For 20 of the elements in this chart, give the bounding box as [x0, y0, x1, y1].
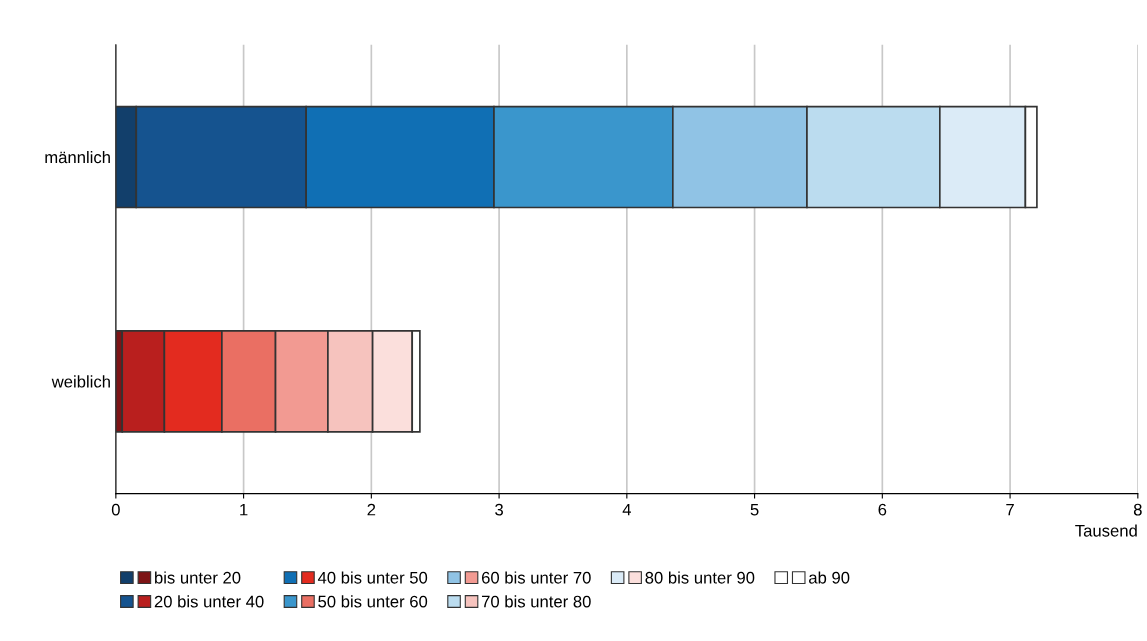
legend-label: 50 bis unter 60: [318, 595, 428, 608]
x-axis-title: Tausend: [1075, 524, 1137, 537]
x-tick-label: 3: [495, 503, 503, 516]
x-tick-label: 0: [111, 503, 120, 516]
x-tick-label: 1: [240, 503, 248, 516]
x-tick-label: 6: [878, 503, 887, 516]
legend-label: 70 bis unter 80: [481, 595, 591, 608]
legend-label: 20 bis unter 40: [154, 595, 264, 608]
legend-label: 80 bis unter 90: [645, 571, 755, 584]
x-tick-label: 2: [367, 503, 376, 516]
legend-label: 60 bis unter 70: [481, 571, 591, 584]
y-tick-label: männlich: [45, 151, 110, 164]
legend-label: 40 bis unter 50: [317, 571, 428, 584]
legend-label: ab 90: [809, 571, 850, 584]
y-tick-label: weiblich: [51, 375, 110, 388]
x-tick-label: 8: [1133, 503, 1142, 516]
legend-label: bis unter 20: [155, 571, 241, 584]
x-tick-label: 7: [1006, 503, 1014, 516]
x-tick-label: 5: [750, 503, 759, 516]
x-tick-label: 4: [622, 503, 631, 516]
